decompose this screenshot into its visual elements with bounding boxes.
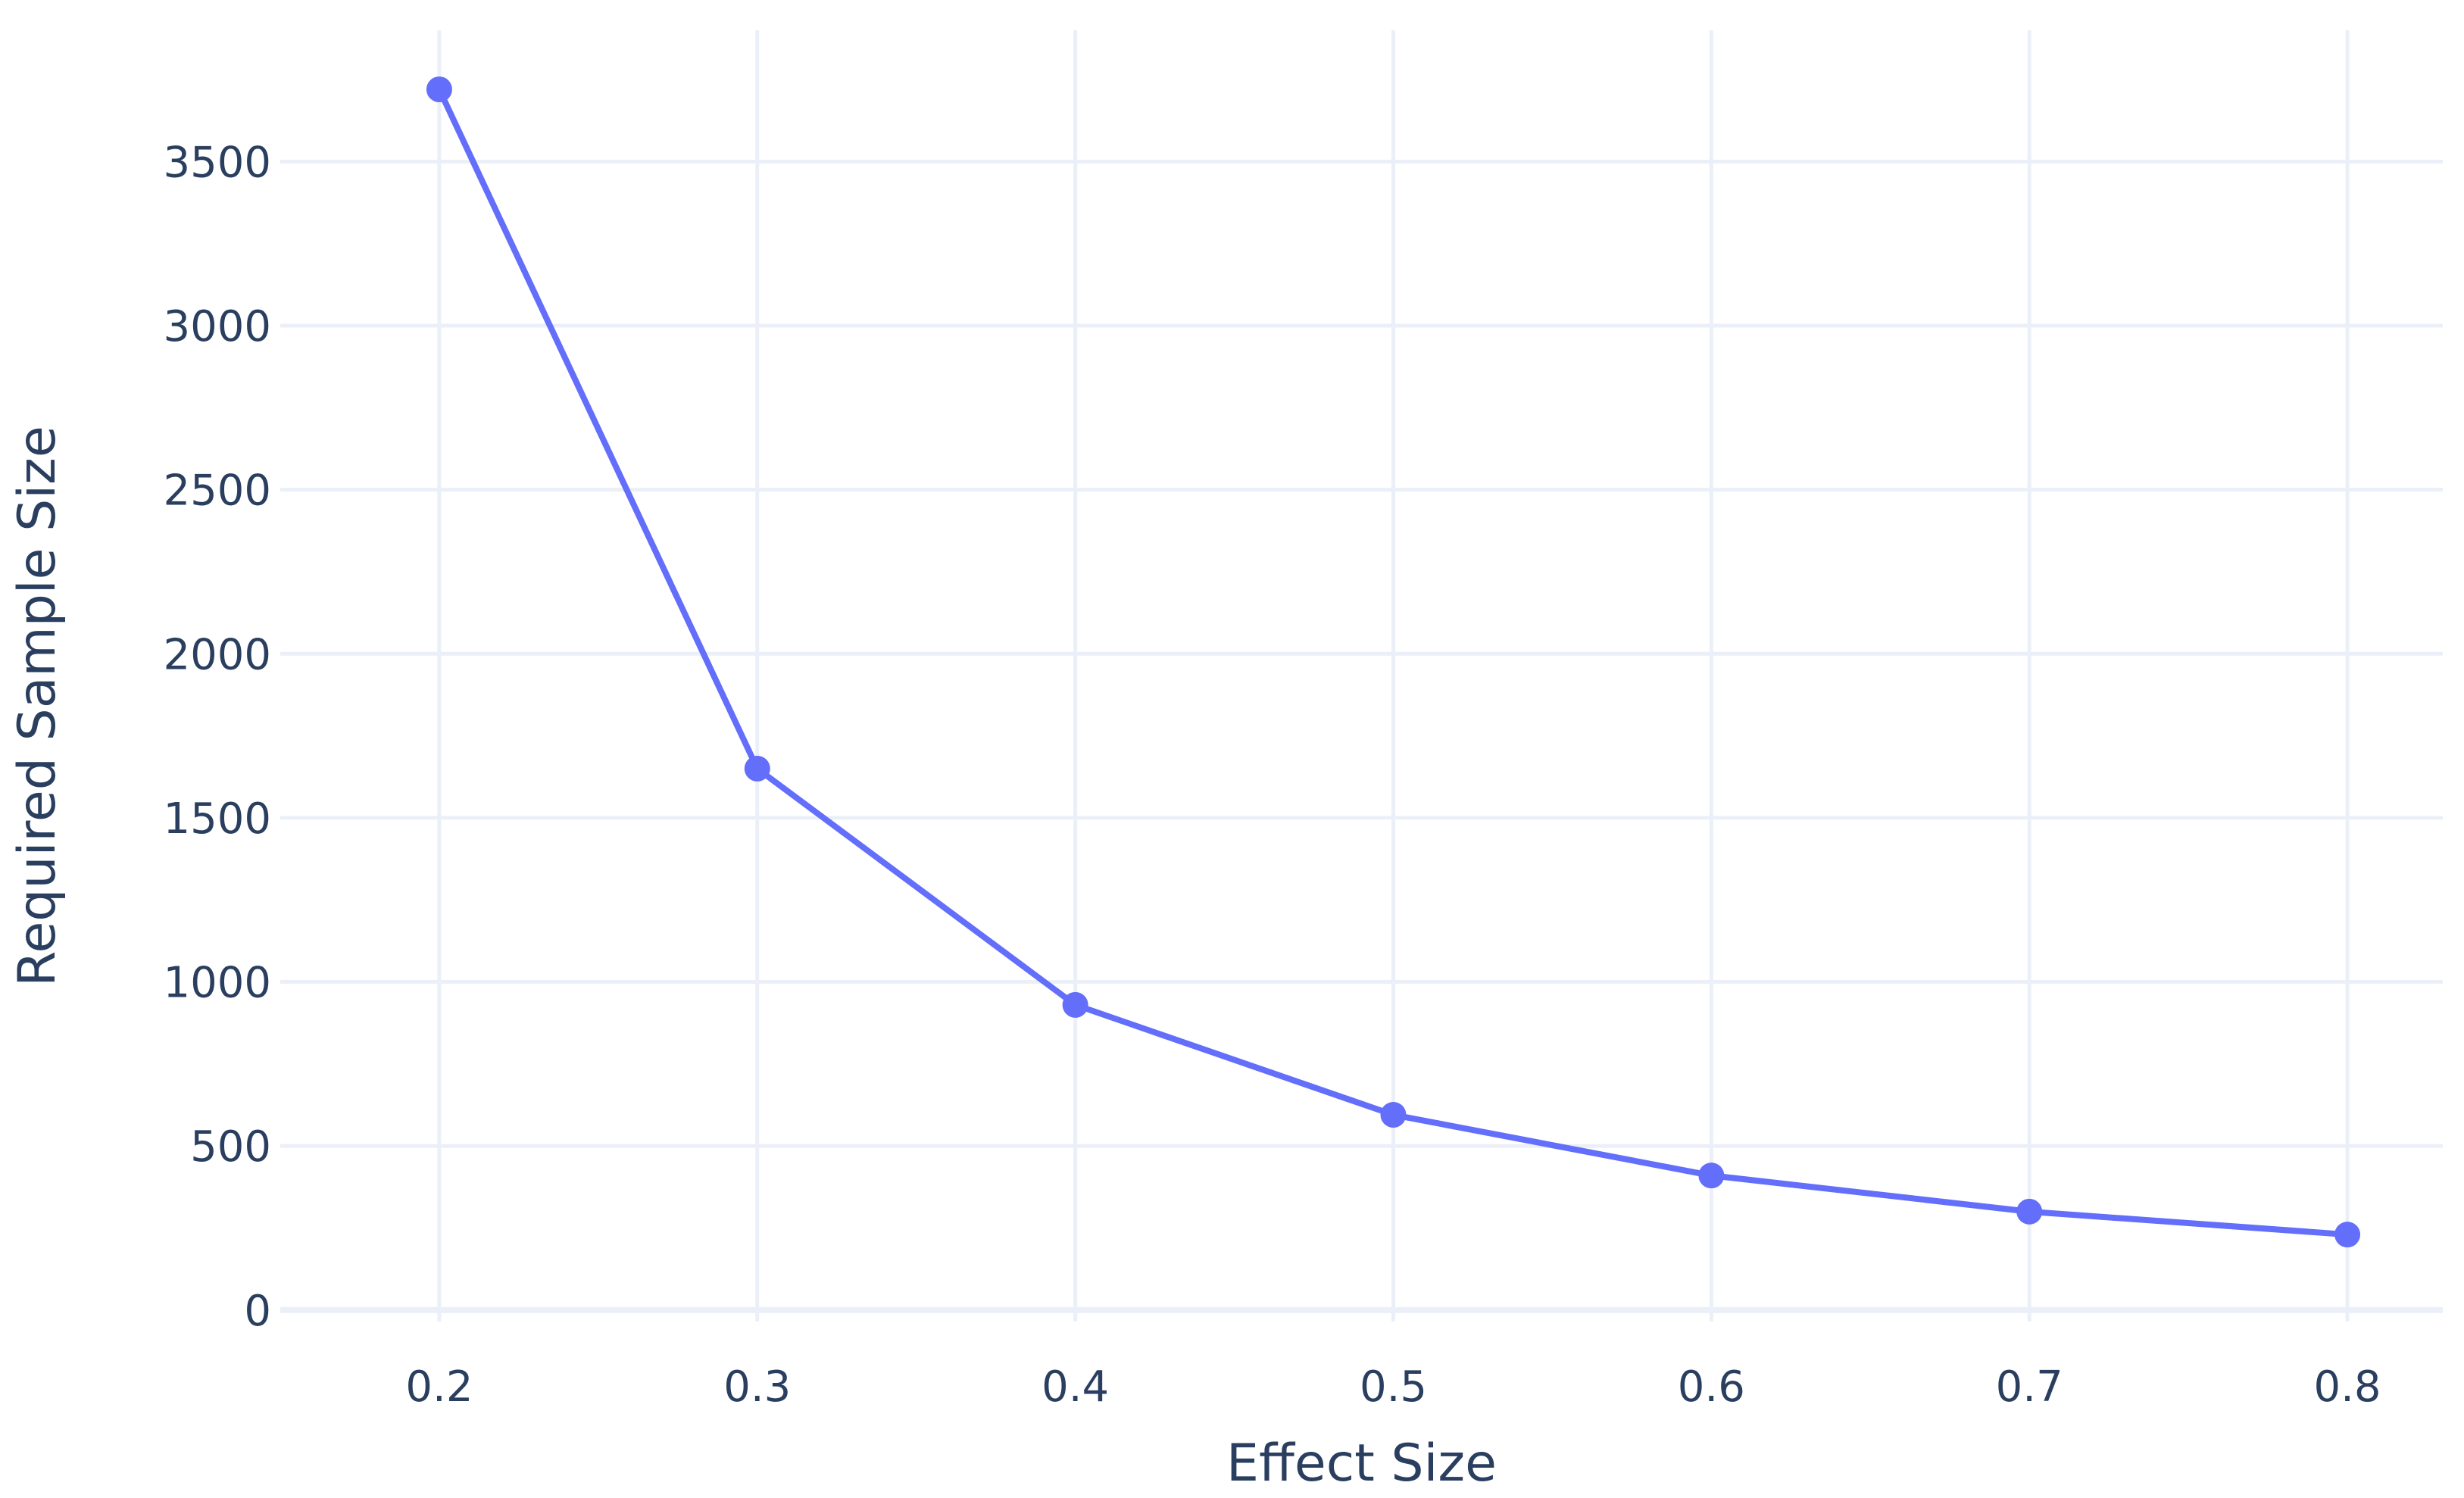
data-point[interactable] xyxy=(2016,1198,2043,1225)
x-tick-label: 0.6 xyxy=(1678,1362,1745,1412)
grid xyxy=(280,30,2443,1322)
data-point[interactable] xyxy=(1698,1163,1725,1189)
x-tick-label: 0.4 xyxy=(1042,1362,1109,1412)
y-tick-label: 500 xyxy=(190,1122,271,1172)
x-tick-label: 0.5 xyxy=(1360,1362,1427,1412)
y-tick-label: 2500 xyxy=(163,467,271,516)
data-point[interactable] xyxy=(1380,1102,1407,1128)
y-tick-label: 0 xyxy=(244,1287,271,1336)
x-tick-label: 0.7 xyxy=(1996,1362,2063,1412)
y-tick-label: 3500 xyxy=(163,138,271,187)
y-tick-label: 3000 xyxy=(163,302,271,351)
axes: 0.2 0.3 0.4 0.5 0.6 0.7 0.8 0 500 1000 1500 2000 250… xyxy=(163,138,2381,1412)
x-axis-title: Effect Size xyxy=(1226,1434,1497,1493)
data-point[interactable] xyxy=(426,76,452,102)
data-point[interactable] xyxy=(1062,991,1088,1018)
y-tick-label: 1000 xyxy=(163,959,271,1008)
data-point[interactable] xyxy=(744,755,770,782)
x-tick-label: 0.8 xyxy=(2314,1362,2381,1412)
y-axis-title: Required Sample Size xyxy=(8,426,67,986)
y-tick-label: 2000 xyxy=(163,630,271,679)
series-layer xyxy=(426,76,2361,1248)
x-tick-label: 0.2 xyxy=(405,1362,473,1412)
y-tick-label: 1500 xyxy=(163,794,271,844)
data-point[interactable] xyxy=(2334,1222,2361,1248)
x-tick-label: 0.3 xyxy=(723,1362,791,1412)
